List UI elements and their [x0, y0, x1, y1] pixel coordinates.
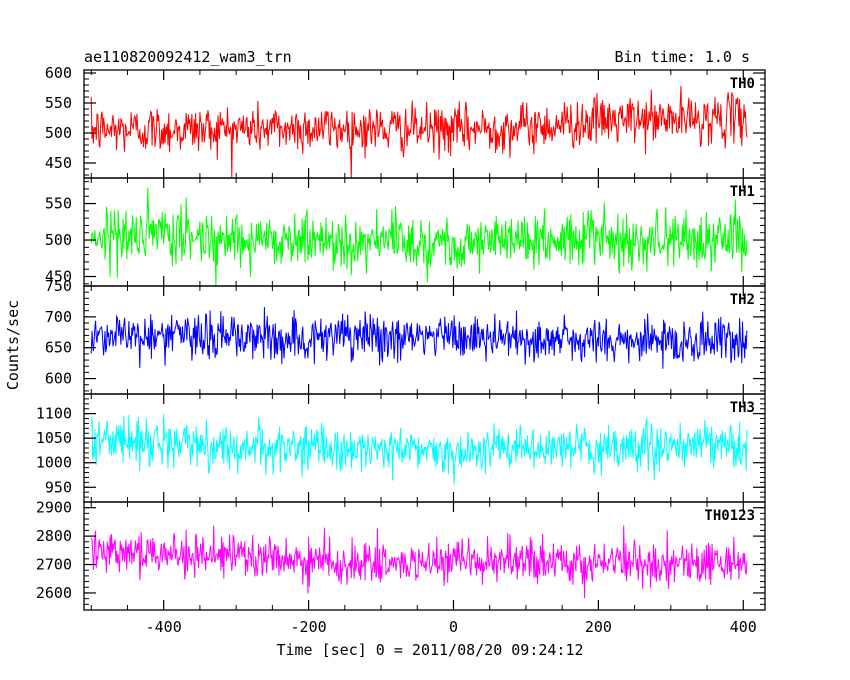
series-line-th2	[90, 306, 748, 369]
panel-label-th0123: TH0123	[704, 508, 755, 524]
panel-label-th2: TH2	[730, 292, 755, 308]
bin-time-label: Bin time: 1.0 s	[615, 48, 750, 66]
panel-label-th0: TH0	[730, 76, 755, 92]
y-tick-label: 550	[45, 94, 72, 112]
y-tick-label: 500	[45, 124, 72, 142]
y-tick-label: 2700	[36, 556, 72, 574]
panel-th0123: 2600 2700 2800 2900 TH0123 -400 -200 0 200 400	[36, 499, 766, 636]
x-tick-label: 200	[585, 618, 612, 636]
x-tick-label: 0	[449, 618, 458, 636]
panel-label-th3: TH3	[730, 400, 755, 416]
panel-th2: 600 650 700 750 TH2	[45, 277, 766, 395]
y-axis-label: Counts/sec	[4, 300, 22, 390]
y-tick-label: 750	[45, 277, 72, 295]
y-tick-label: 1050	[36, 429, 72, 447]
series-line-th1	[90, 187, 748, 286]
panel-frame	[83, 177, 766, 287]
y-tick-label: 2600	[36, 584, 72, 602]
y-tick-label: 2800	[36, 527, 72, 545]
panel-frame	[83, 501, 766, 611]
x-axis-label: Time [sec] 0 = 2011/08/20 09:24:12	[276, 641, 583, 659]
y-tick-label: 950	[45, 478, 72, 496]
y-tick-label: 1000	[36, 454, 72, 472]
y-tick-label: 650	[45, 339, 72, 357]
y-tick-label: 700	[45, 308, 72, 326]
x-tick-label: 400	[730, 618, 757, 636]
y-tick-label: 2900	[36, 499, 72, 517]
panel-th3: 950 1000 1050 1100 TH3	[36, 393, 766, 503]
y-tick-label: 450	[45, 154, 72, 172]
y-tick-label: 500	[45, 231, 72, 249]
y-tick-label: 1100	[36, 405, 72, 423]
panels: 450 500 550 600 TH0 450 500 550 TH1 600 650 700 750 T…	[36, 64, 766, 636]
x-tick-label: -400	[146, 618, 182, 636]
panel-label-th1: TH1	[730, 184, 755, 200]
y-tick-label: 550	[45, 195, 72, 213]
series-line-th0123	[90, 525, 748, 599]
series-line-th0	[90, 85, 748, 178]
x-tick-label: -200	[291, 618, 327, 636]
y-tick-label: 600	[45, 370, 72, 388]
panel-th0: 450 500 550 600 TH0	[45, 64, 766, 179]
series-line-th3	[90, 413, 748, 485]
y-tick-label: 450	[45, 268, 72, 286]
panel-th1: 450 500 550 TH1	[45, 177, 766, 287]
y-tick-label: 600	[45, 64, 72, 82]
chart-title: ae110820092412_wam3_trn	[84, 48, 292, 66]
